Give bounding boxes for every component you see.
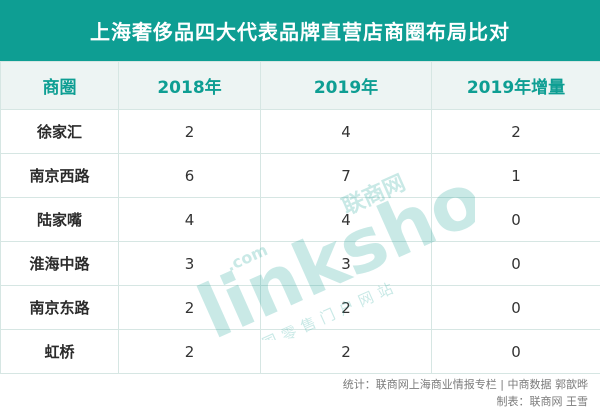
row-2018: 6 bbox=[118, 153, 261, 198]
header-2019-increase: 2019年增量 bbox=[431, 61, 600, 110]
footer-author: 制表：联商网 王雪 bbox=[496, 395, 589, 408]
table-row: 南京西路 6 7 1 bbox=[0, 153, 600, 198]
row-increase: 2 bbox=[431, 109, 600, 154]
header-2019: 2019年 bbox=[260, 61, 432, 110]
row-increase: 0 bbox=[431, 197, 600, 242]
row-2019: 2 bbox=[260, 329, 432, 374]
header-2018: 2018年 bbox=[118, 61, 261, 110]
row-district: 南京东路 bbox=[0, 285, 119, 330]
row-increase: 0 bbox=[431, 285, 600, 330]
table-row: 陆家嘴 4 4 0 bbox=[0, 197, 600, 242]
table-row: 虹桥 2 2 0 bbox=[0, 329, 600, 374]
row-district: 陆家嘴 bbox=[0, 197, 119, 242]
row-2019: 2 bbox=[260, 285, 432, 330]
table-header-row: 商圈 2018年 2019年 2019年增量 bbox=[0, 61, 600, 110]
row-2018: 2 bbox=[118, 109, 261, 154]
footer-source: 统计：联商网上海商业情报专栏 | 中商数据 郭歆晔 bbox=[342, 378, 588, 391]
table-row: 淮海中路 3 3 0 bbox=[0, 241, 600, 286]
footer: 统计：联商网上海商业情报专栏 | 中商数据 郭歆晔 制表：联商网 王雪 bbox=[343, 376, 588, 410]
table-row: 徐家汇 2 4 2 bbox=[0, 109, 600, 154]
page-title: 上海奢侈品四大代表品牌直营店商圈布局比对 bbox=[90, 20, 510, 44]
row-2019: 3 bbox=[260, 241, 432, 286]
row-2019: 4 bbox=[260, 197, 432, 242]
row-district: 徐家汇 bbox=[0, 109, 119, 154]
row-increase: 0 bbox=[431, 329, 600, 374]
row-increase: 1 bbox=[431, 153, 600, 198]
comparison-table: 商圈 2018年 2019年 2019年增量 徐家汇 2 4 2 南京西路 6 … bbox=[0, 61, 600, 374]
row-district: 南京西路 bbox=[0, 153, 119, 198]
row-district: 淮海中路 bbox=[0, 241, 119, 286]
title-bar: 上海奢侈品四大代表品牌直营店商圈布局比对 bbox=[0, 0, 600, 61]
header-district: 商圈 bbox=[0, 61, 119, 110]
table-row: 南京东路 2 2 0 bbox=[0, 285, 600, 330]
row-2018: 4 bbox=[118, 197, 261, 242]
row-2018: 2 bbox=[118, 285, 261, 330]
row-2019: 7 bbox=[260, 153, 432, 198]
row-increase: 0 bbox=[431, 241, 600, 286]
row-2019: 4 bbox=[260, 109, 432, 154]
row-2018: 2 bbox=[118, 329, 261, 374]
row-district: 虹桥 bbox=[0, 329, 119, 374]
row-2018: 3 bbox=[118, 241, 261, 286]
